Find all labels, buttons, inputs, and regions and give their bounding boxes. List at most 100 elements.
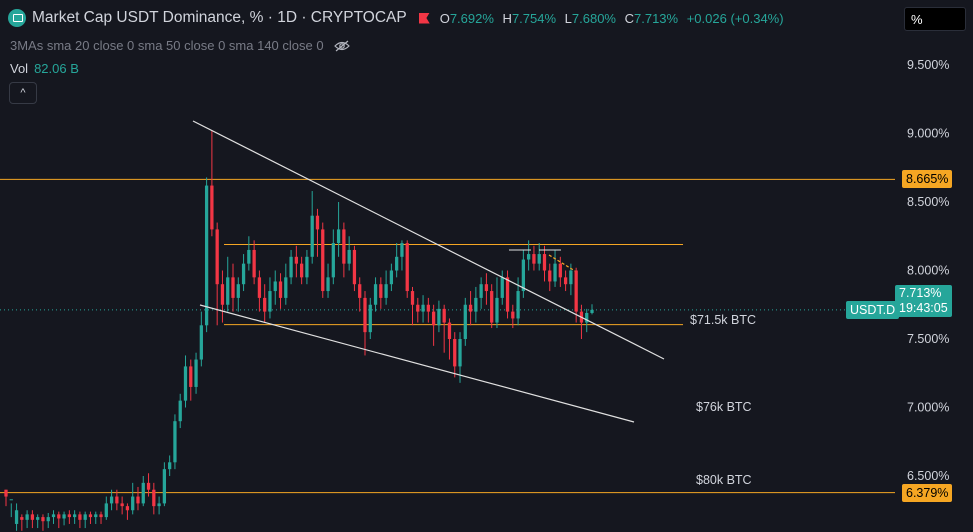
candle-body (379, 284, 383, 298)
candle-body (215, 229, 219, 285)
current-price-value: 7.713% (899, 285, 942, 300)
volume-legend: Vol 82.06 B (10, 61, 79, 76)
candle-body (268, 291, 272, 312)
candle-body (373, 284, 378, 305)
candle-body (384, 284, 388, 298)
candle-body (558, 263, 562, 278)
candle-body (400, 243, 404, 257)
candle-body (146, 482, 151, 490)
candle-body (83, 514, 87, 520)
candle-body (152, 489, 156, 507)
candle-body (41, 517, 45, 522)
candle-body (590, 309, 594, 313)
indicator-legend[interactable]: 3MAs sma 20 close 0 sma 50 close 0 sma 1… (10, 38, 350, 53)
candle-body (157, 503, 161, 507)
candle-body (426, 304, 430, 312)
y-tick-label: 9.500% (907, 58, 949, 72)
annotation-76k[interactable]: $76k BTC (696, 399, 752, 414)
volume-value: 82.06 B (34, 61, 79, 76)
candle-body (500, 277, 504, 298)
tether-logo-icon (8, 9, 26, 27)
low-label: L (564, 10, 572, 26)
change-value: +0.026 (+0.34%) (686, 10, 784, 26)
candle-body (231, 277, 235, 298)
y-tick-label: 8.000% (907, 264, 949, 278)
candle-body (125, 506, 130, 511)
candle-body (395, 256, 399, 271)
candle-body (563, 277, 568, 285)
volume-label: Vol (10, 61, 29, 76)
candle-body (416, 304, 420, 312)
candle-body (220, 284, 225, 305)
candle-body (25, 514, 29, 520)
candle-body (389, 270, 394, 285)
unit-selector[interactable]: % (904, 7, 966, 31)
y-tick-label: 8.500% (907, 195, 949, 209)
candle-body (194, 359, 198, 387)
indicator-label[interactable]: 3MAs sma 20 close 0 sma 50 close 0 sma 1… (10, 38, 324, 53)
open-label: O (439, 10, 450, 26)
candle-body (183, 366, 188, 401)
candle-body (178, 400, 182, 422)
candle-body (521, 259, 526, 292)
y-tick-label: 9.000% (907, 127, 949, 141)
candle-body (352, 249, 357, 285)
candle-body (252, 249, 256, 278)
level-price-tag-lower: 6.379% (902, 483, 953, 502)
candle-body (516, 291, 520, 319)
candle-body (109, 496, 114, 504)
candle-body (115, 496, 119, 504)
flag-icon[interactable] (418, 12, 430, 24)
candle-body (168, 462, 172, 470)
candle-body (363, 297, 367, 333)
candle-body (447, 322, 452, 339)
y-tick-label: 7.500% (907, 332, 949, 346)
candle-body (336, 229, 341, 244)
candle-body (199, 325, 203, 360)
candle-body (537, 254, 541, 264)
candle-body (405, 243, 409, 292)
candle-body (410, 291, 415, 305)
candle-body (437, 308, 441, 326)
candle-body (542, 254, 547, 271)
candle-body (585, 312, 589, 323)
candle-body (315, 215, 320, 230)
chart-legend: Market Cap USDT Dominance, % · 1D · CRYP… (8, 9, 789, 27)
y-tick-label: 7.000% (907, 401, 949, 415)
candle-body (263, 297, 267, 312)
candle-body (162, 469, 167, 504)
candle-body (453, 339, 457, 367)
candle-body (458, 339, 462, 367)
candle-body (331, 243, 335, 278)
candle-body (88, 514, 93, 518)
candle-body (104, 503, 108, 518)
candle-body (342, 229, 346, 264)
candle-body (210, 185, 214, 230)
collapse-legend-button[interactable]: ^ (9, 82, 37, 104)
candle-body (241, 263, 246, 285)
annotation-80k[interactable]: $80k BTC (696, 473, 752, 488)
candle-body (131, 496, 135, 511)
eye-hidden-icon[interactable] (333, 40, 350, 52)
candle-body (173, 421, 177, 463)
level-price-tag-upper: 8.665% (902, 170, 953, 189)
candle-body (484, 284, 489, 292)
candle-body (57, 514, 61, 519)
candle-body (36, 517, 40, 520)
close-label: C (624, 10, 634, 26)
candle-body (468, 304, 473, 312)
ohlc-readout: O7.692% H7.754% L7.680% C7.713% +0.026 (… (440, 11, 789, 26)
candle-body (300, 263, 304, 278)
candle-body (141, 482, 145, 504)
candle-body (294, 256, 298, 264)
annotation-71k[interactable]: $71.5k BTC (690, 313, 757, 328)
candle-body (189, 366, 193, 387)
candle-body (553, 263, 557, 282)
candle-body (431, 311, 436, 326)
candle-body (257, 277, 262, 298)
candle-body (120, 503, 124, 507)
candle-body (532, 254, 536, 264)
symbol-title[interactable]: Market Cap USDT Dominance, % · 1D · CRYP… (32, 9, 407, 26)
close-value: 7.713% (634, 10, 679, 26)
